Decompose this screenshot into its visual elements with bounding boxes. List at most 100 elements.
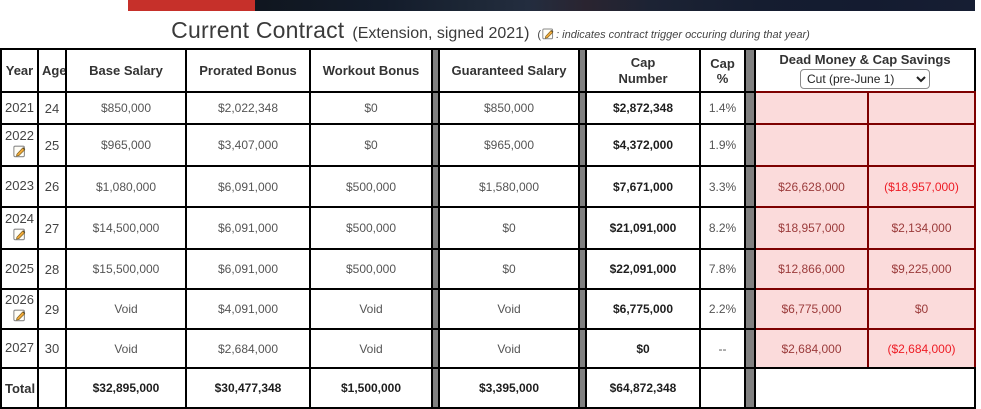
dead-money-cell: $2,684,000 bbox=[754, 328, 869, 369]
thick-divider bbox=[431, 248, 440, 290]
banner-photo-segment bbox=[255, 0, 975, 11]
age-cell: 29 bbox=[37, 288, 67, 330]
guaranteed-salary-cell: Void bbox=[438, 328, 580, 369]
cap-savings-cell bbox=[867, 91, 976, 125]
cap-savings-cell bbox=[867, 123, 976, 167]
page-title: Current Contract bbox=[171, 17, 345, 43]
prorated-bonus-cell: $6,091,000 bbox=[185, 165, 311, 208]
base-salary-cell: $14,500,000 bbox=[65, 206, 187, 250]
cap-pct-cell: 7.8% bbox=[699, 248, 746, 290]
thick-divider bbox=[431, 328, 440, 369]
contract-trigger-icon bbox=[12, 228, 27, 244]
thick-divider bbox=[578, 288, 587, 330]
prorated-bonus-cell: $6,091,000 bbox=[185, 248, 311, 290]
year-cell: 2023 bbox=[0, 165, 39, 208]
guaranteed-salary-cell: $965,000 bbox=[438, 123, 580, 167]
dead-money-label: Dead Money & Cap Savings bbox=[779, 52, 951, 67]
total-prorated-bonus: $30,477,348 bbox=[185, 367, 311, 409]
prorated-bonus-cell: $3,407,000 bbox=[185, 123, 311, 167]
banner-red-segment bbox=[128, 0, 255, 11]
cap-number-cell: $4,372,000 bbox=[585, 123, 701, 167]
guaranteed-salary-cell: $1,580,000 bbox=[438, 165, 580, 208]
dead-money-view-select[interactable]: Cut (pre-June 1) bbox=[800, 69, 930, 89]
title-row: Current Contract (Extension, signed 2021… bbox=[0, 11, 981, 48]
workout-bonus-cell: Void bbox=[309, 288, 433, 330]
thick-divider bbox=[578, 91, 587, 125]
year-cell: 2025 bbox=[0, 248, 39, 290]
table-row-2026: 2026 29 Void $4,091,000 Void Void $6,775… bbox=[0, 288, 976, 330]
prorated-bonus-cell: $2,684,000 bbox=[185, 328, 311, 369]
cap-savings-cell: ($18,957,000) bbox=[867, 165, 976, 208]
workout-bonus-cell: $500,000 bbox=[309, 206, 433, 250]
header-banner-strip bbox=[0, 0, 981, 11]
prorated-bonus-cell: $4,091,000 bbox=[185, 288, 311, 330]
total-dead-money-empty bbox=[754, 367, 976, 409]
cap-number-cell: $21,091,000 bbox=[585, 206, 701, 250]
cap-savings-cell: $9,225,000 bbox=[867, 248, 976, 290]
table-row-2024: 2024 27 $14,500,000 $6,091,000 $500,000 … bbox=[0, 206, 976, 250]
thick-divider bbox=[744, 48, 756, 93]
col-header-workout-bonus: Workout Bonus bbox=[309, 48, 433, 93]
workout-bonus-cell: Void bbox=[309, 328, 433, 369]
trigger-legend: ( : indicates contract trigger occuring … bbox=[537, 27, 810, 43]
cap-pct-cell: 3.3% bbox=[699, 165, 746, 208]
thick-divider bbox=[431, 91, 440, 125]
total-row: Total $32,895,000 $30,477,348 $1,500,000… bbox=[0, 367, 976, 409]
thick-divider bbox=[744, 248, 756, 290]
thick-divider bbox=[578, 206, 587, 250]
guaranteed-salary-cell: $0 bbox=[438, 206, 580, 250]
banner-left-gap bbox=[0, 0, 128, 11]
cap-pct-cell: 8.2% bbox=[699, 206, 746, 250]
table-row-2021: 2021 24 $850,000 $2,022,348 $0 $850,000 … bbox=[0, 91, 976, 125]
thick-divider bbox=[431, 367, 440, 409]
banner-right-gap bbox=[975, 0, 981, 11]
base-salary-cell: $850,000 bbox=[65, 91, 187, 125]
thick-divider bbox=[431, 123, 440, 167]
year-cell: 2022 bbox=[0, 123, 39, 167]
legend-text: : indicates contract trigger occuring du… bbox=[556, 29, 810, 41]
year-cell: 2027 bbox=[0, 328, 39, 369]
workout-bonus-cell: $0 bbox=[309, 91, 433, 125]
legend-open-paren: ( bbox=[537, 29, 542, 41]
thick-divider bbox=[578, 123, 587, 167]
cap-pct-cell: 2.2% bbox=[699, 288, 746, 330]
cap-number-cell: $7,671,000 bbox=[585, 165, 701, 208]
cap-pct-cell: 1.4% bbox=[699, 91, 746, 125]
col-header-guaranteed-salary: Guaranteed Salary bbox=[438, 48, 580, 93]
base-salary-cell: $15,500,000 bbox=[65, 248, 187, 290]
dead-money-cell: $12,866,000 bbox=[754, 248, 869, 290]
thick-divider bbox=[744, 367, 756, 409]
cap-savings-cell: $2,134,000 bbox=[867, 206, 976, 250]
cap-savings-cell: ($2,684,000) bbox=[867, 328, 976, 369]
dead-money-cell: $6,775,000 bbox=[754, 288, 869, 330]
cap-number-cell: $22,091,000 bbox=[585, 248, 701, 290]
col-header-base-salary: Base Salary bbox=[65, 48, 187, 93]
thick-divider bbox=[431, 165, 440, 208]
col-header-year: Year bbox=[0, 48, 39, 93]
guaranteed-salary-cell: $0 bbox=[438, 248, 580, 290]
contract-table: Year Age Base Salary Prorated Bonus Work… bbox=[0, 48, 976, 409]
cap-number-cell: $6,775,000 bbox=[585, 288, 701, 330]
thick-divider bbox=[578, 328, 587, 369]
dead-money-cell bbox=[754, 91, 869, 125]
dead-money-cell: $18,957,000 bbox=[754, 206, 869, 250]
col-header-dead-money: Dead Money & Cap Savings Cut (pre-June 1… bbox=[754, 48, 976, 93]
thick-divider bbox=[431, 48, 440, 93]
col-header-cap-pct: Cap % bbox=[699, 48, 746, 93]
cap-pct-cell: -- bbox=[699, 328, 746, 369]
age-cell: 25 bbox=[37, 123, 67, 167]
thick-divider bbox=[578, 248, 587, 290]
thick-divider bbox=[431, 206, 440, 250]
guaranteed-salary-cell: Void bbox=[438, 288, 580, 330]
table-row-2025: 2025 28 $15,500,000 $6,091,000 $500,000 … bbox=[0, 248, 976, 290]
thick-divider bbox=[431, 288, 440, 330]
guaranteed-salary-cell: $850,000 bbox=[438, 91, 580, 125]
age-cell: 26 bbox=[37, 165, 67, 208]
dead-money-cell bbox=[754, 123, 869, 167]
col-header-cap-number: Cap Number bbox=[585, 48, 701, 93]
total-base-salary: $32,895,000 bbox=[65, 367, 187, 409]
contract-trigger-icon bbox=[12, 309, 27, 325]
workout-bonus-cell: $500,000 bbox=[309, 165, 433, 208]
year-cell: 2024 bbox=[0, 206, 39, 250]
cap-number-cell: $2,872,348 bbox=[585, 91, 701, 125]
